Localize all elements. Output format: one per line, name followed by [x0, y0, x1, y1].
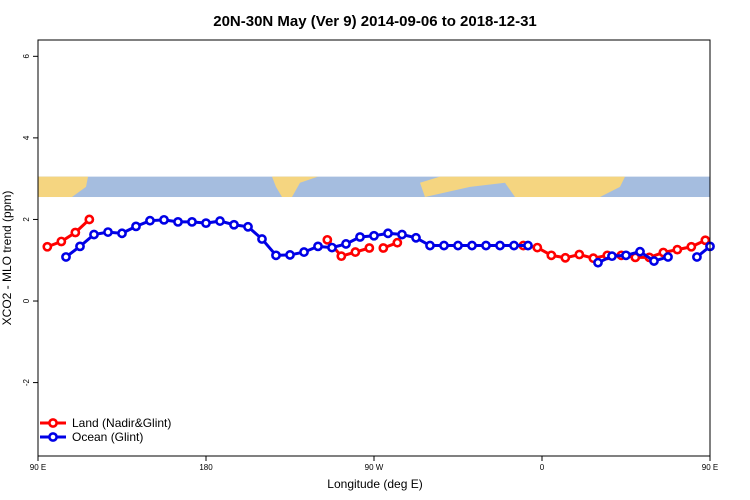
data-point — [411, 232, 421, 243]
data-point — [397, 229, 407, 240]
data-point — [593, 257, 603, 268]
data-point — [103, 227, 113, 237]
series-layer — [42, 214, 715, 268]
x-tick-label: 90 W — [365, 463, 384, 472]
x-axis-label: Longitude (deg E) — [327, 477, 422, 491]
data-point — [131, 221, 141, 232]
data-point — [350, 247, 361, 257]
data-point — [327, 242, 337, 253]
data-point — [285, 250, 295, 260]
data-point — [649, 256, 659, 266]
data-point — [481, 240, 491, 251]
data-point — [453, 240, 463, 251]
data-point — [692, 252, 702, 262]
map-land-0 — [38, 176, 88, 198]
data-point — [364, 243, 375, 253]
data-point — [299, 247, 309, 257]
x-tick-label: 0 — [540, 463, 545, 472]
data-point — [61, 252, 71, 262]
data-point — [159, 214, 169, 225]
data-point — [523, 240, 533, 251]
map-land-2 — [420, 176, 625, 198]
map-land-1 — [272, 176, 318, 198]
data-point — [89, 229, 99, 240]
x-axis: 90 E 180 90 W 0 90 E — [30, 456, 718, 472]
data-point — [271, 250, 281, 261]
y-tick-label: 0 — [22, 298, 31, 303]
data-point — [467, 240, 477, 251]
legend-label: Land (Nadir&Glint) — [72, 416, 171, 430]
data-point — [392, 237, 403, 248]
data-point — [621, 250, 631, 261]
legend-marker — [48, 432, 58, 442]
data-point — [607, 251, 617, 262]
data-point — [509, 240, 519, 251]
data-point — [341, 239, 351, 249]
data-point — [145, 215, 155, 226]
x-tick-label: 90 E — [30, 463, 46, 472]
data-point — [383, 228, 393, 239]
data-point — [84, 214, 95, 225]
data-point — [229, 219, 239, 230]
data-point — [574, 249, 585, 260]
data-point — [532, 242, 543, 253]
data-point — [425, 240, 435, 251]
data-point — [355, 232, 365, 242]
world-map-band — [38, 176, 710, 198]
data-point — [173, 216, 183, 227]
data-point — [56, 236, 67, 247]
data-point — [201, 218, 211, 229]
x-tick-label: 180 — [199, 463, 213, 472]
data-point — [336, 251, 347, 262]
plot-frame — [37, 39, 711, 457]
data-point — [378, 243, 389, 253]
series-line — [46, 218, 91, 249]
series-line — [65, 218, 528, 259]
data-point — [313, 241, 323, 252]
y-tick-label: -2 — [22, 378, 31, 386]
chart-title: 20N-30N May (Ver 9) 2014-09-06 to 2018-1… — [213, 13, 537, 30]
series-ocean — [61, 214, 715, 268]
data-point — [42, 241, 53, 252]
data-point — [322, 234, 333, 245]
data-point — [257, 234, 267, 244]
data-point — [546, 250, 557, 261]
data-point — [243, 221, 253, 232]
y-tick-label: 2 — [22, 217, 31, 222]
data-point — [369, 230, 379, 241]
y-axis: -2 0 2 4 6 — [22, 54, 38, 386]
y-tick-label: 4 — [22, 135, 31, 140]
data-point — [75, 241, 85, 252]
data-point — [495, 240, 505, 251]
x-tick-label: 90 E — [702, 463, 718, 472]
y-tick-label: 6 — [22, 54, 31, 59]
data-point — [70, 227, 81, 238]
data-point — [635, 246, 645, 257]
data-point — [672, 244, 683, 255]
legend-label: Ocean (Glint) — [72, 430, 143, 444]
data-point — [117, 228, 127, 239]
data-point — [663, 252, 673, 262]
data-point — [215, 216, 225, 226]
y-axis-label: XCO2 - MLO trend (ppm) — [0, 191, 14, 326]
data-point — [686, 241, 697, 252]
data-point — [700, 235, 711, 246]
legend: Land (Nadir&Glint)Ocean (Glint) — [40, 416, 171, 444]
data-point — [439, 240, 449, 251]
data-point — [560, 252, 571, 263]
data-point — [187, 216, 197, 227]
legend-marker — [48, 418, 58, 428]
